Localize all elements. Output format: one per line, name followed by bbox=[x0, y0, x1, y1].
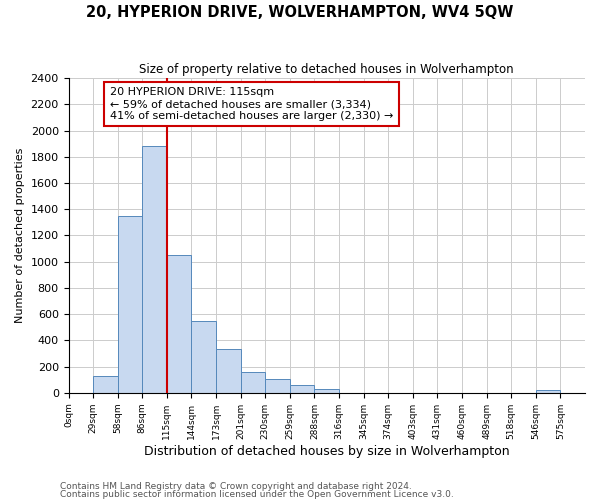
Bar bbox=[536, 390, 560, 393]
Text: 20 HYPERION DRIVE: 115sqm
← 59% of detached houses are smaller (3,334)
41% of se: 20 HYPERION DRIVE: 115sqm ← 59% of detac… bbox=[110, 88, 393, 120]
X-axis label: Distribution of detached houses by size in Wolverhampton: Distribution of detached houses by size … bbox=[144, 444, 509, 458]
Bar bbox=[93, 376, 118, 393]
Title: Size of property relative to detached houses in Wolverhampton: Size of property relative to detached ho… bbox=[139, 62, 514, 76]
Bar bbox=[290, 385, 314, 393]
Bar bbox=[265, 379, 290, 393]
Text: 20, HYPERION DRIVE, WOLVERHAMPTON, WV4 5QW: 20, HYPERION DRIVE, WOLVERHAMPTON, WV4 5… bbox=[86, 5, 514, 20]
Text: Contains HM Land Registry data © Crown copyright and database right 2024.: Contains HM Land Registry data © Crown c… bbox=[60, 482, 412, 491]
Bar bbox=[118, 216, 142, 393]
Bar bbox=[191, 320, 216, 393]
Bar bbox=[314, 389, 339, 393]
Bar bbox=[167, 255, 191, 393]
Bar bbox=[142, 146, 167, 393]
Bar bbox=[241, 372, 265, 393]
Bar bbox=[216, 349, 241, 393]
Y-axis label: Number of detached properties: Number of detached properties bbox=[15, 148, 25, 323]
Text: Contains public sector information licensed under the Open Government Licence v3: Contains public sector information licen… bbox=[60, 490, 454, 499]
